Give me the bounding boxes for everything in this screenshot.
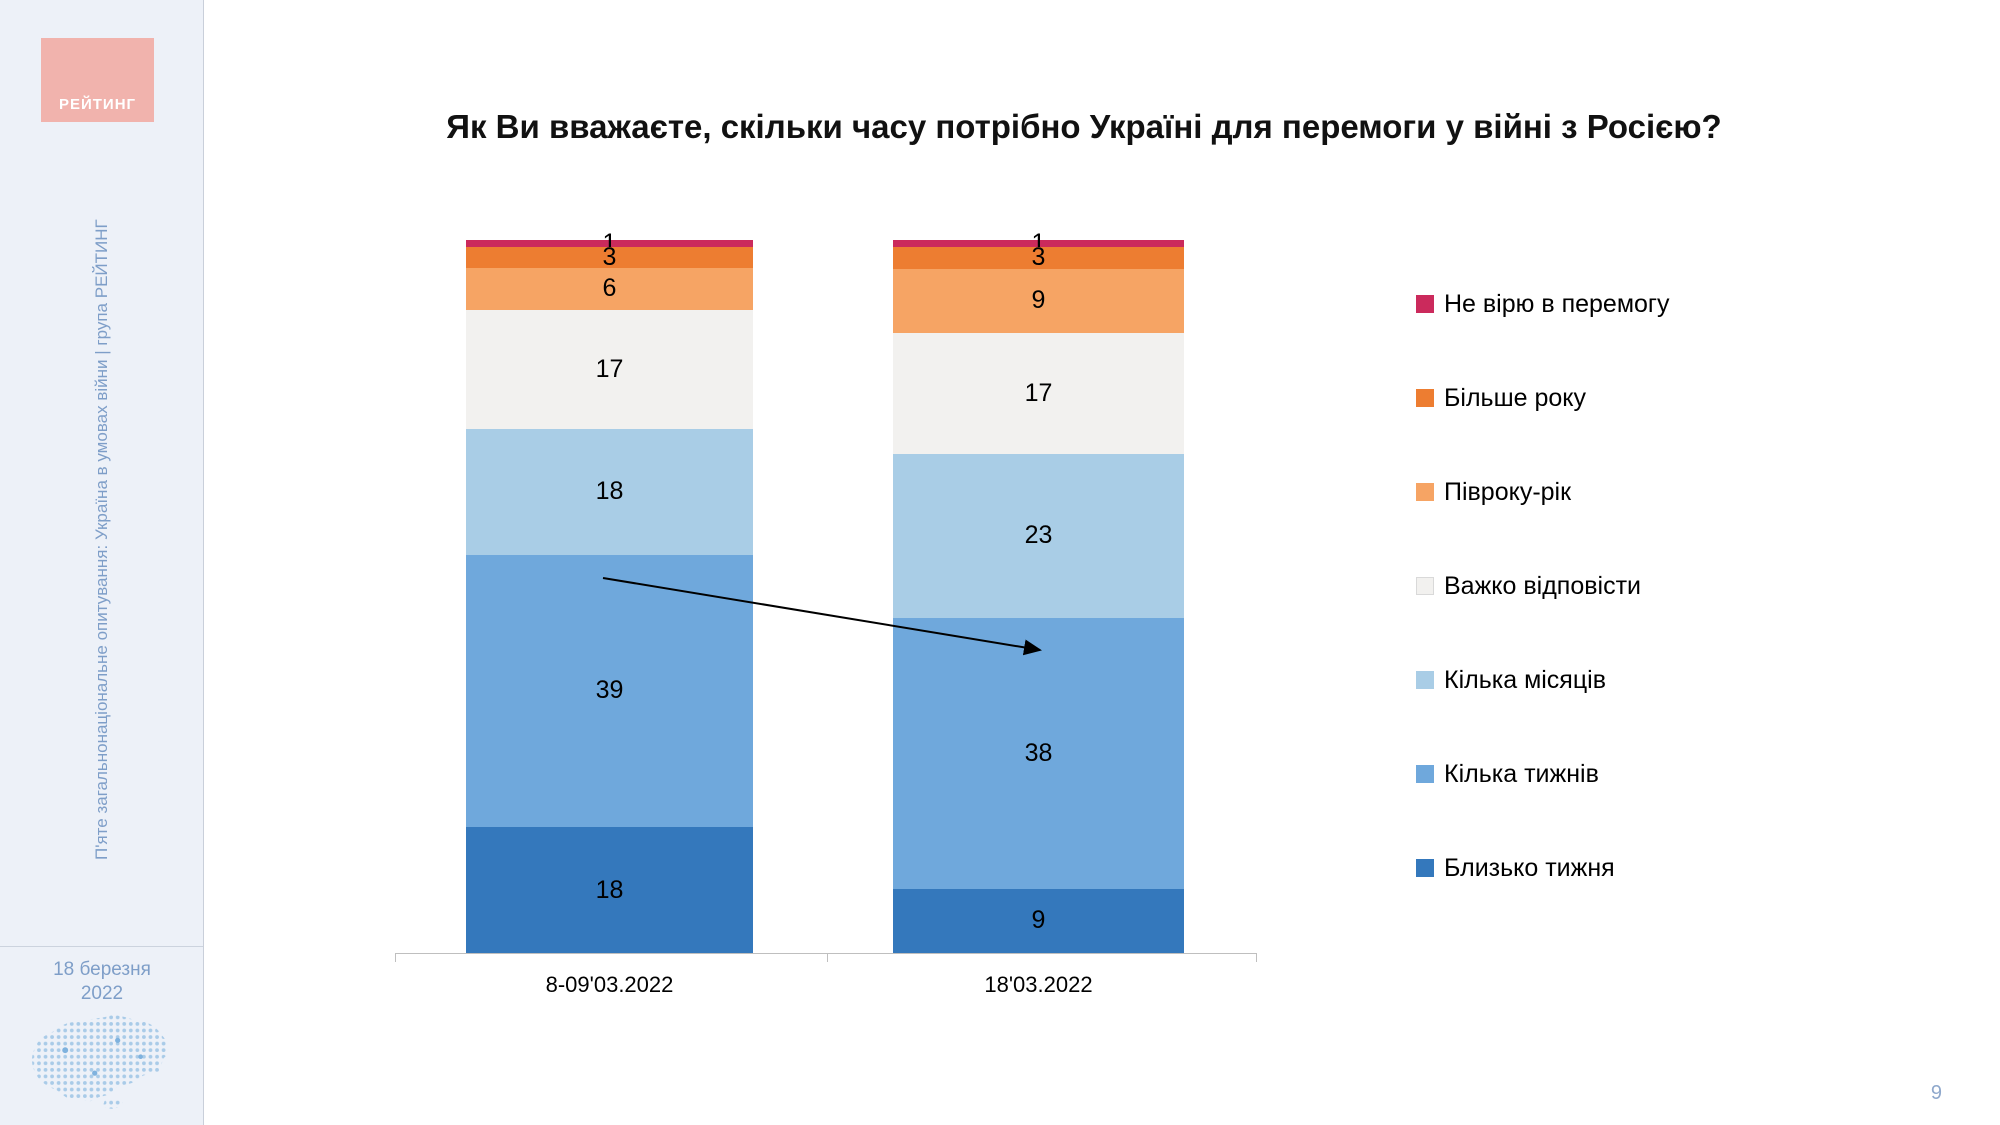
segment-value-label: 23 bbox=[1024, 521, 1053, 550]
chart-title: Як Ви вважаєте, скільки часу потрібно Ук… bbox=[446, 108, 1722, 146]
rating-logo: РЕЙТИНГ bbox=[41, 38, 154, 122]
segment-value-label: 18 bbox=[595, 477, 624, 506]
survey-date: 18 березня 2022 bbox=[53, 959, 151, 1004]
segment-value-label: 6 bbox=[602, 274, 617, 303]
sidebar: РЕЙТИНГ П'яте загальнонаціональне опитув… bbox=[0, 0, 204, 1125]
bar-segment: 38 bbox=[893, 617, 1184, 889]
x-axis-tick bbox=[827, 953, 828, 962]
legend-swatch bbox=[1416, 859, 1434, 877]
legend-swatch bbox=[1416, 483, 1434, 501]
segment-value-label: 17 bbox=[595, 354, 624, 383]
plot-area: 1 3 6 17 18 39 18 1 3 9 17 23 38 9 bbox=[395, 231, 1256, 953]
legend-swatch bbox=[1416, 295, 1434, 313]
segment-value-label: 3 bbox=[1031, 243, 1046, 272]
legend-item: Близько тижня bbox=[1416, 853, 1670, 882]
legend-item: Більше року bbox=[1416, 383, 1670, 412]
legend-item: Не вірю в перемогу bbox=[1416, 289, 1670, 318]
bar-segment: 17 bbox=[466, 309, 753, 429]
x-axis-line bbox=[395, 953, 1257, 954]
x-axis-tick bbox=[395, 953, 396, 962]
legend-swatch bbox=[1416, 577, 1434, 595]
x-axis-tick bbox=[1256, 953, 1257, 962]
bar-segment: 6 bbox=[466, 267, 753, 310]
bar-segment: 17 bbox=[893, 332, 1184, 454]
segment-value-label: 3 bbox=[602, 242, 617, 271]
segment-value-label: 17 bbox=[1024, 378, 1053, 407]
legend-item: Важко відповісти bbox=[1416, 571, 1670, 600]
bar-segment: 3 bbox=[466, 242, 753, 271]
stacked-bar: 1 3 6 17 18 39 18 bbox=[466, 231, 753, 953]
logo-text: РЕЙТИНГ bbox=[58, 96, 137, 113]
legend-swatch bbox=[1416, 389, 1434, 407]
page-number: 9 bbox=[1930, 1082, 1942, 1104]
ukraine-map-graphic bbox=[31, 1015, 169, 1109]
legend-item: Півроку-рік bbox=[1416, 477, 1670, 506]
bar-segment: 9 bbox=[893, 888, 1184, 953]
legend-item: Кілька місяців bbox=[1416, 665, 1670, 694]
legend: Не вірю в перемогу Більше року Півроку-рік… bbox=[1416, 289, 1670, 882]
legend-label: Більше року bbox=[1444, 383, 1587, 412]
segment-value-label: 39 bbox=[595, 676, 624, 705]
legend-swatch bbox=[1416, 671, 1434, 689]
stacked-bar: 1 3 9 17 23 38 9 bbox=[893, 231, 1184, 953]
legend-swatch bbox=[1416, 765, 1434, 783]
legend-label: Кілька тижнів bbox=[1444, 759, 1599, 788]
bar-segment: 23 bbox=[893, 453, 1184, 618]
segment-value-label: 9 bbox=[1031, 286, 1046, 315]
x-axis-labels: 8-09'03.2022 18'03.2022 bbox=[395, 972, 1256, 1008]
category-label: 18'03.2022 bbox=[984, 972, 1093, 997]
legend-label: Близько тижня bbox=[1444, 853, 1615, 882]
legend-label: Не вірю в перемогу bbox=[1444, 289, 1670, 318]
legend-label: Важко відповісти bbox=[1444, 571, 1641, 600]
bar-segment: 3 bbox=[893, 243, 1184, 272]
bar-segment: 9 bbox=[893, 268, 1184, 333]
survey-description-vertical-text: П'яте загальнонаціональне опитування: Ук… bbox=[91, 219, 111, 861]
segment-value-label: 9 bbox=[1031, 906, 1046, 935]
legend-item: Кілька тижнів bbox=[1416, 759, 1670, 788]
segment-value-label: 38 bbox=[1024, 738, 1053, 767]
category-label: 8-09'03.2022 bbox=[545, 972, 674, 997]
legend-label: Півроку-рік bbox=[1444, 477, 1572, 506]
bar-segment: 18 bbox=[466, 827, 753, 953]
segment-value-label: 18 bbox=[595, 875, 624, 904]
bar-segment: 18 bbox=[466, 428, 753, 555]
legend-label: Кілька місяців bbox=[1444, 665, 1606, 694]
sidebar-divider bbox=[0, 946, 203, 947]
bar-segment: 39 bbox=[466, 554, 753, 828]
